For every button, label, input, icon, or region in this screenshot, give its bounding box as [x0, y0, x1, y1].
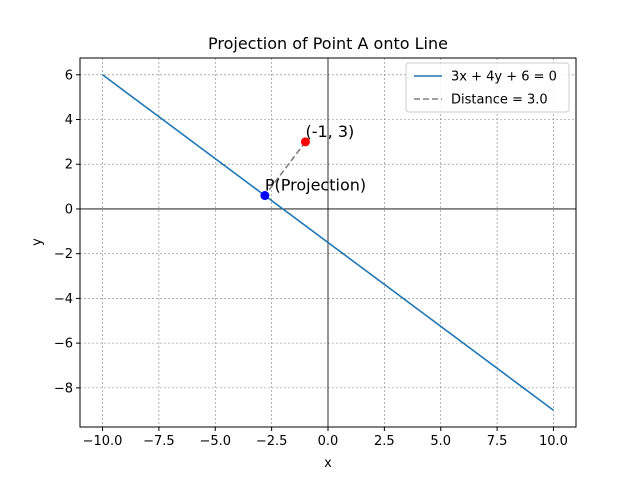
y-tick-label: 6: [65, 68, 73, 83]
chart-title: Projection of Point A onto Line: [208, 34, 448, 53]
y-axis-label: y: [30, 238, 45, 246]
x-tick-label: −5.0: [199, 434, 231, 449]
plot-area: (-1, 3) P(Projection) −10.0 −7.5 −5.0 −2.5 0.0…: [54, 57, 577, 449]
x-tick-label: 10.0: [539, 434, 568, 449]
legend-label: Distance = 3.0: [451, 93, 548, 108]
legend: 3x + 4y + 6 = 0 Distance = 3.0: [405, 62, 570, 113]
point-marker: [300, 137, 310, 147]
y-tick-label: 0: [65, 202, 73, 217]
x-tick-label: −2.5: [256, 434, 288, 449]
x-axis-label: x: [324, 456, 332, 471]
x-tick-label: −7.5: [143, 434, 175, 449]
line-series: [102, 74, 554, 411]
x-tick-label: −10.0: [83, 434, 123, 449]
distance-line: [264, 141, 307, 197]
y-tick-label: −6: [54, 337, 73, 352]
point-label: P(Projection): [265, 176, 366, 195]
y-tick-label: 2: [65, 158, 73, 173]
y-tick-label: −8: [54, 381, 73, 396]
x-tick-label: 5.0: [430, 434, 451, 449]
x-tick-label: 7.5: [487, 434, 508, 449]
legend-frame: [405, 62, 570, 113]
point-marker: [260, 191, 270, 201]
x-tick-label: 2.5: [374, 434, 395, 449]
x-tick-label: 0.0: [318, 434, 339, 449]
y-tick-label: 4: [65, 113, 73, 128]
y-tick-label: −2: [54, 247, 73, 262]
legend-label: 3x + 4y + 6 = 0: [451, 70, 557, 85]
y-tick-label: −4: [54, 292, 73, 307]
point-label: (-1, 3): [305, 122, 354, 141]
